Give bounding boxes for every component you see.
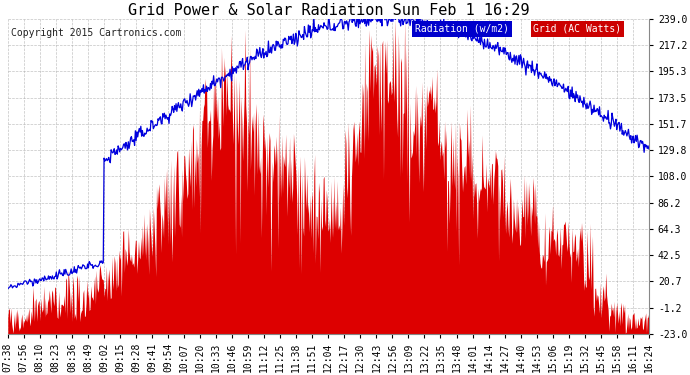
Text: Grid (AC Watts): Grid (AC Watts) — [533, 24, 622, 34]
Title: Grid Power & Solar Radiation Sun Feb 1 16:29: Grid Power & Solar Radiation Sun Feb 1 1… — [128, 3, 529, 18]
Text: Radiation (w/m2): Radiation (w/m2) — [415, 24, 509, 34]
Text: Copyright 2015 Cartronics.com: Copyright 2015 Cartronics.com — [11, 28, 181, 38]
